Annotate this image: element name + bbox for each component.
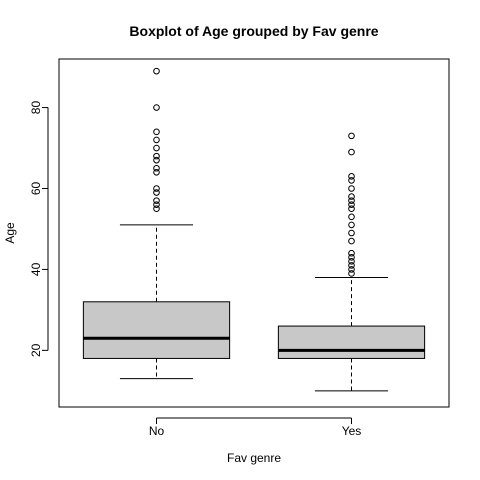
y-tick-label-60: 60 — [29, 181, 43, 195]
y-axis: 20 40 60 80 — [29, 101, 49, 357]
box-group-yes — [277, 132, 426, 392]
outlier-point-no-2 — [153, 197, 160, 204]
iqr-box-no — [82, 301, 231, 359]
iqr-box-yes — [277, 325, 426, 359]
box-group-no — [82, 67, 231, 380]
outlier-point-no-0 — [153, 205, 160, 213]
outlier-point-yes-7 — [348, 229, 355, 237]
outlier-point-yes-1 — [348, 266, 355, 273]
y-axis-label: Age — [3, 222, 17, 244]
outlier-point-yes-2 — [348, 262, 355, 269]
x-tick-label-no: No — [149, 424, 165, 438]
outlier-point-yes-9 — [348, 213, 355, 221]
outlier-point-no-3 — [153, 189, 160, 196]
outlier-point-yes-8 — [348, 221, 355, 229]
outlier-point-no-6 — [153, 164, 160, 172]
outlier-point-no-11 — [153, 128, 160, 136]
y-tick-label-40: 40 — [29, 262, 43, 276]
boxes-layer — [82, 67, 426, 392]
outlier-point-yes-12 — [348, 197, 355, 204]
outlier-point-no-4 — [153, 185, 160, 192]
y-tick-label-20: 20 — [29, 343, 43, 357]
outlier-point-yes-10 — [348, 205, 355, 213]
chart-title: Boxplot of Age grouped by Fav genre — [129, 23, 378, 39]
outlier-point-yes-17 — [348, 148, 355, 156]
outlier-point-yes-16 — [348, 173, 355, 180]
outlier-point-yes-0 — [348, 270, 355, 277]
y-tick-label-80: 80 — [29, 101, 43, 115]
outlier-point-no-13 — [153, 67, 160, 75]
outlier-point-no-12 — [153, 104, 160, 111]
x-tick-label-yes: Yes — [342, 424, 362, 438]
x-axis: No Yes — [149, 417, 362, 438]
outlier-point-yes-11 — [348, 201, 355, 208]
outlier-point-yes-18 — [348, 132, 355, 140]
outlier-point-no-8 — [153, 152, 160, 160]
outlier-point-yes-3 — [348, 258, 355, 265]
outlier-point-no-7 — [153, 156, 160, 164]
outlier-point-no-5 — [153, 169, 160, 176]
outlier-point-no-10 — [153, 136, 160, 144]
outlier-point-yes-14 — [348, 185, 355, 192]
outlier-point-yes-15 — [348, 177, 355, 184]
x-axis-label: Fav genre — [227, 451, 281, 465]
outlier-point-no-1 — [153, 201, 160, 208]
outlier-point-yes-4 — [348, 253, 355, 261]
outlier-point-yes-6 — [348, 237, 355, 245]
outlier-point-yes-5 — [348, 249, 355, 257]
outlier-point-no-9 — [153, 144, 160, 152]
plot-frame — [58, 58, 450, 408]
outlier-point-yes-13 — [348, 193, 355, 200]
